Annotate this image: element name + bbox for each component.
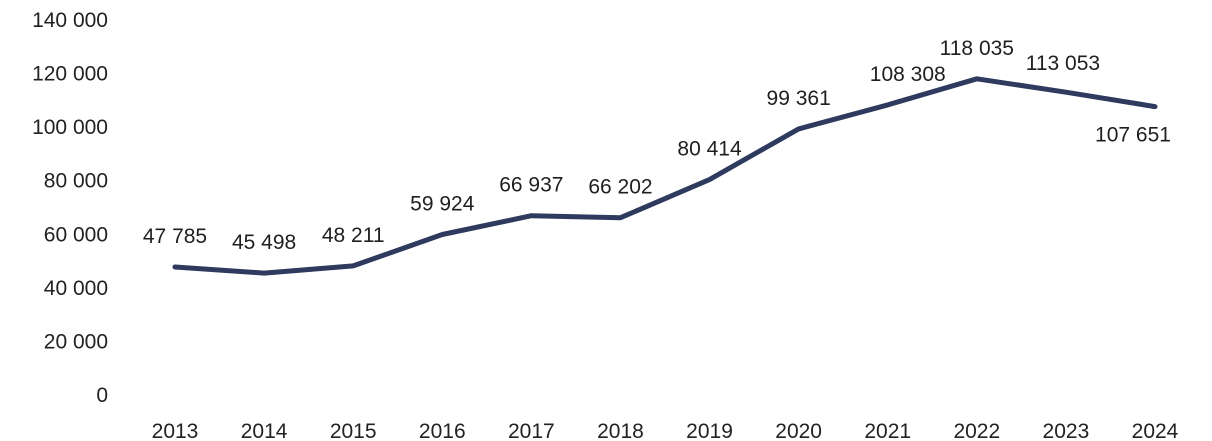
- data-label: 80 414: [677, 138, 742, 161]
- x-tick-label: 2013: [152, 420, 199, 441]
- x-axis: 2013 2014 2015 2016 2017 2018 2019 2020 2021 2022…: [152, 420, 1179, 441]
- y-tick-label: 120 000: [32, 63, 108, 86]
- x-tick-label: 2017: [508, 420, 555, 441]
- x-tick-label: 2023: [1043, 420, 1090, 441]
- data-label: 99 361: [767, 87, 831, 110]
- y-tick-label: 80 000: [44, 170, 108, 193]
- data-label: 108 308: [870, 63, 946, 86]
- x-tick-label: 2024: [1132, 420, 1179, 441]
- data-label: 66 202: [588, 176, 652, 199]
- y-axis: 0 20 000 40 000 60 000 80 000 100 000 120 000 1…: [32, 9, 108, 407]
- data-label: 48 211: [322, 224, 385, 247]
- x-tick-label: 2022: [953, 420, 1000, 441]
- y-tick-label: 40 000: [44, 277, 108, 300]
- x-tick-label: 2019: [686, 420, 733, 441]
- data-label: 59 924: [410, 192, 475, 215]
- y-tick-label: 140 000: [32, 9, 108, 32]
- x-tick-label: 2020: [775, 420, 822, 441]
- series-line: [172, 76, 1158, 276]
- data-labels: 47 785 45 498 48 211 59 924 66 937 66 202 80 4…: [143, 37, 1171, 254]
- x-tick-label: 2014: [241, 420, 288, 441]
- data-label: 113 053: [1026, 52, 1100, 75]
- x-tick-label: 2018: [597, 420, 644, 441]
- x-tick-label: 2021: [864, 420, 911, 441]
- y-tick-label: 0: [96, 384, 108, 407]
- data-label: 45 498: [232, 231, 296, 254]
- x-tick-label: 2016: [419, 420, 466, 441]
- y-tick-label: 100 000: [32, 116, 108, 139]
- data-label: 66 937: [499, 174, 563, 197]
- data-label: 107 651: [1095, 124, 1171, 147]
- y-tick-label: 60 000: [44, 223, 108, 246]
- data-label: 47 785: [143, 225, 207, 248]
- x-tick-label: 2015: [330, 420, 377, 441]
- data-label: 118 035: [940, 37, 1014, 60]
- y-tick-label: 20 000: [44, 330, 108, 353]
